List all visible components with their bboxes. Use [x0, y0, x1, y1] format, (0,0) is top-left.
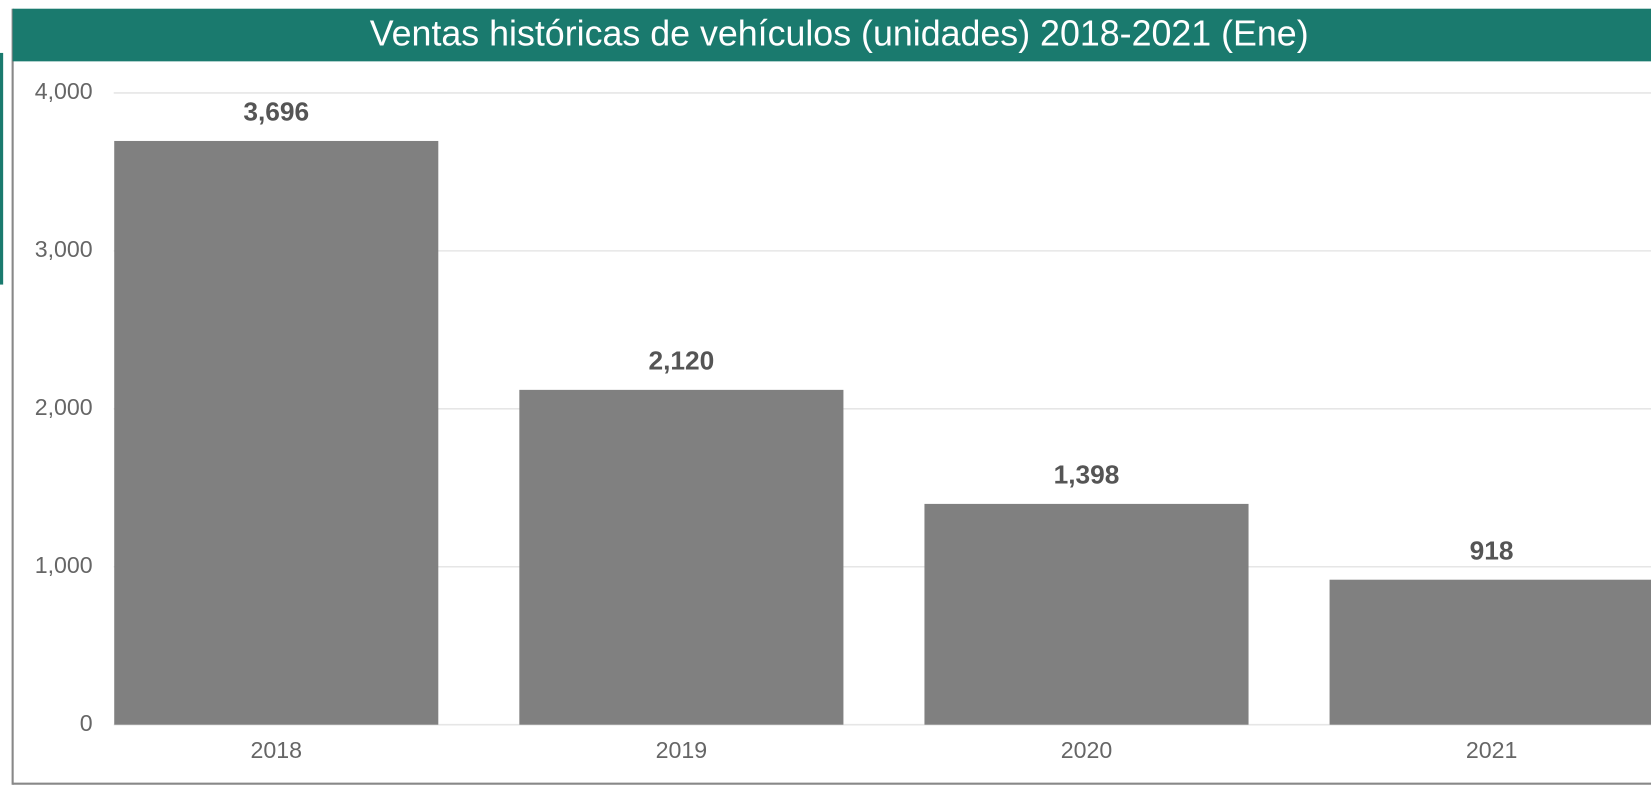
y-tick-label: 4,000 [35, 78, 93, 104]
y-tick-label: 1,000 [35, 552, 93, 578]
data-label: 3,696 [243, 97, 309, 127]
x-tick-label: 2018 [251, 737, 303, 763]
bar [924, 503, 1249, 725]
accent-bar [0, 52, 4, 285]
chart-title: Ventas históricas de vehículos (unidades… [370, 14, 1309, 54]
data-label: 2,120 [648, 345, 714, 375]
y-tick-label: 2,000 [35, 394, 93, 420]
data-label: 1,398 [1054, 459, 1120, 489]
data-label: 918 [1470, 535, 1514, 565]
y-tick-label: 0 [80, 710, 93, 736]
x-tick-label: 2021 [1466, 737, 1518, 763]
x-tick-label: 2020 [1061, 737, 1113, 763]
x-tick-label: 2019 [656, 737, 708, 763]
bar [114, 140, 439, 725]
title-bar [12, 8, 1651, 62]
bar [519, 389, 844, 725]
y-tick-label: 3,000 [35, 236, 93, 262]
bar [1329, 579, 1651, 725]
